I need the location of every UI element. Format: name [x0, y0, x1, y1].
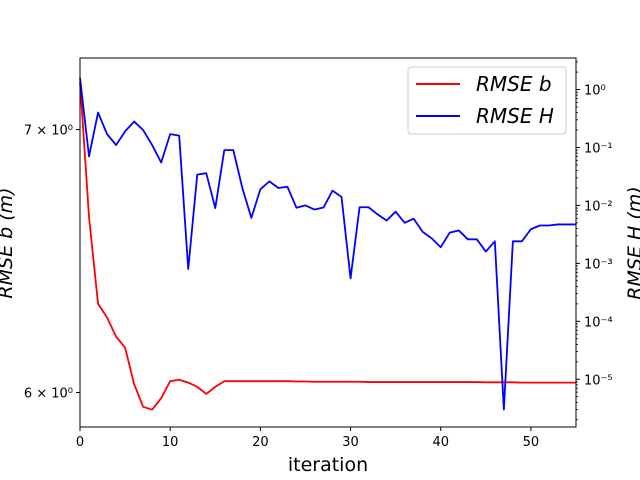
right-tick-label: 10⁻¹ — [584, 141, 613, 156]
x-tick-label: 50 — [523, 435, 540, 450]
right-tick-label: 10⁰ — [584, 84, 606, 99]
right-tick-label: 10⁻⁴ — [584, 315, 613, 330]
x-axis-label: iteration — [288, 454, 368, 476]
right-tick-label: 10⁻² — [584, 199, 613, 214]
legend-label-rmse-h: RMSE H — [476, 104, 554, 128]
left-axis-ticks: 6 × 10⁰ 7 × 10⁰ — [24, 124, 80, 402]
x-tick-label: 40 — [432, 435, 449, 450]
right-axis-label: RMSE H (m) — [624, 186, 640, 299]
x-tick-label: 10 — [162, 435, 179, 450]
left-axis-label: RMSE b (m) — [0, 187, 17, 298]
series-line-rmse-h — [79, 77, 576, 411]
x-axis-ticks: 0 10 20 30 40 50 — [76, 427, 539, 450]
x-tick-label: 30 — [342, 435, 359, 450]
plot-frame — [79, 57, 577, 428]
x-tick-label: 20 — [252, 435, 269, 450]
legend: RMSE b RMSE H — [407, 66, 567, 135]
series-layer — [79, 77, 576, 411]
x-tick-label: 0 — [76, 435, 84, 450]
right-tick-label: 10⁻⁵ — [584, 373, 613, 388]
left-tick-label: 7 × 10⁰ — [24, 124, 73, 139]
left-tick-label: 6 × 10⁰ — [24, 387, 73, 402]
right-axis-ticks: 10⁻⁵ 10⁻⁴ 10⁻³ 10⁻² 10⁻¹ 10⁰ — [576, 61, 613, 421]
right-tick-label: 10⁻³ — [584, 257, 613, 272]
legend-label-rmse-b: RMSE b — [476, 72, 552, 96]
series-line-rmse-b — [79, 81, 576, 411]
